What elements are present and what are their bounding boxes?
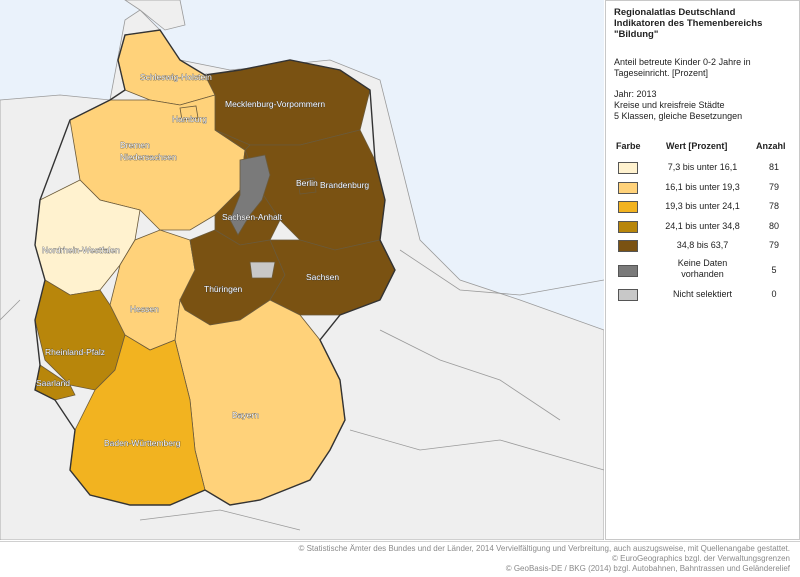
legend-range-3: 19,3 bis unter 24,1 [665,201,740,211]
label-schleswig-holstein: Schleswig-Holstein [140,72,212,82]
legend-col-value: Wert [Prozent] [666,141,728,151]
legend-panel: Regionalatlas Deutschland Indikatoren de… [605,0,800,540]
label-berlin: Berlin [296,178,318,188]
legend-indicator-line-1: Anteil betreute Kinder 0-2 Jahre in [614,57,751,67]
legend-not-selected-label: Nicht selektiert [672,289,733,299]
region-hamburg[interactable] [179,105,199,121]
germany-border [34,29,396,506]
legend-swatch-5 [618,240,638,252]
legend-no-data-line-2: vorhanden [681,269,724,279]
label-mecklenburg-vorpommern: Mecklenburg-Vorpommern [225,99,325,109]
denmark-coast [124,0,186,31]
legend-range-4: 24,1 bis unter 34,8 [665,221,740,231]
legend-year: Jahr: 2013 [614,89,657,99]
footer-copyright-3: © GeoBasis-DE / BKG (2014) bzgl. Autobah… [505,564,790,573]
legend-count-2: 79 [768,182,779,192]
region-berlin[interactable] [297,177,317,195]
legend-swatch-4 [618,221,638,233]
label-sachsen: Sachsen [306,272,339,282]
legend-title-line-2: Indikatoren des Themenbereichs [614,18,763,29]
legend-not-selected-count: 0 [771,289,777,299]
label-bremen: Bremen [120,140,150,150]
legend-no-data-label: Keine Daten vorhanden [650,258,755,280]
region-no-data-sachsen-anhalt[interactable] [229,154,271,236]
region-no-data-thueringen[interactable] [249,261,276,279]
footer-divider [0,541,800,542]
legend-swatch-1 [618,162,638,174]
label-hessen: Hessen [130,304,159,314]
label-thueringen: Thüringen [204,284,243,294]
label-bayern: Bayern [232,410,259,420]
legend-range-5: 34,8 bis 63,7 [676,240,729,250]
legend-swatch-no-data [618,265,638,277]
legend-meta: Jahr: 2013 Kreise und kreisfreie Städte … [614,89,796,122]
label-rheinland-pfalz: Rheinland-Pfalz [45,347,105,357]
legend-count-5: 79 [768,240,779,250]
label-baden-wuerttemberg: Baden-Württemberg [104,438,181,448]
legend-row: 34,8 bis 63,7 79 [606,239,799,253]
legend-no-data-line-1: Keine Daten [677,258,728,268]
label-niedersachsen: Niedersachsen [120,152,177,162]
legend-row: 16,1 bis unter 19,3 79 [606,181,799,195]
legend-classes: 5 Klassen, gleiche Besetzungen [614,111,743,121]
legend-row-no-data: Keine Daten vorhanden 5 [606,258,799,282]
germany-regions [34,29,396,506]
label-saarland: Saarland [36,378,70,388]
label-nordrhein-westfalen: Nordrhein-Westfalen [42,245,120,255]
legend-swatch-3 [618,201,638,213]
label-brandenburg: Brandenburg [320,180,369,190]
legend-no-data-count: 5 [771,265,777,275]
label-hamburg: Hamburg [172,114,207,124]
footer-copyright-1: © Statistische Ämter des Bundes und der … [298,544,790,553]
border-lines [0,249,604,531]
germany-choropleth-map[interactable]: Schleswig-Holstein Hamburg Mecklenburg-V… [0,0,604,540]
map-area[interactable]: Schleswig-Holstein Hamburg Mecklenburg-V… [0,0,604,540]
legend-count-3: 78 [768,201,779,211]
legend-indicator: Anteil betreute Kinder 0-2 Jahre in Tage… [614,57,796,79]
legend-swatch-not-selected [618,289,638,301]
legend-row: 24,1 bis unter 34,8 80 [606,220,799,234]
legend-col-color: Farbe [616,141,641,151]
legend-col-count: Anzahl [756,141,786,151]
legend-title: Regionalatlas Deutschland Indikatoren de… [614,7,794,40]
legend-row: 19,3 bis unter 24,1 78 [606,200,799,214]
legend-range-1: 7,3 bis unter 16,1 [667,162,738,172]
legend-level: Kreise und kreisfreie Städte [614,100,725,110]
label-sachsen-anhalt: Sachsen-Anhalt [222,212,283,222]
legend-title-line-1: Regionalatlas Deutschland [614,7,736,18]
footer-copyright-2: © EuroGeographics bzgl. der Verwaltungsg… [612,554,790,563]
legend-range-2: 16,1 bis unter 19,3 [665,182,740,192]
legend-title-line-3: "Bildung" [614,29,659,40]
legend-count-1: 81 [768,162,779,172]
legend-indicator-line-2: Tageseinricht. [Prozent] [614,68,709,78]
legend-row-not-selected: Nicht selektiert 0 [606,288,799,302]
legend-row: 7,3 bis unter 16,1 81 [606,161,799,175]
state-labels: Schleswig-Holstein Hamburg Mecklenburg-V… [36,72,370,449]
legend-count-4: 80 [768,221,779,231]
legend-swatch-2 [618,182,638,194]
